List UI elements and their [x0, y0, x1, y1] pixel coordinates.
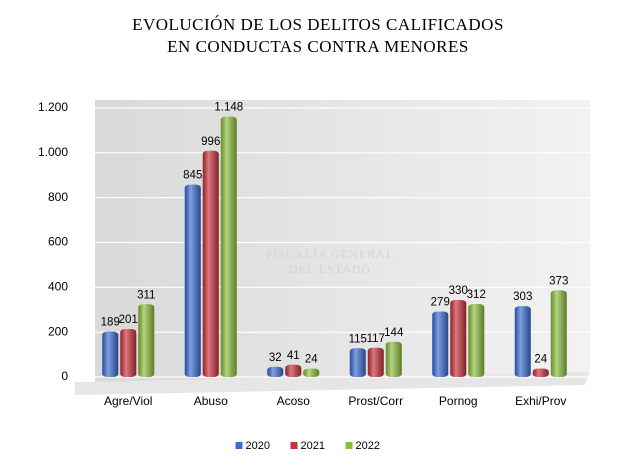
bar [468, 304, 485, 377]
bar [285, 364, 302, 377]
chart-title: EN CONDUCTAS CONTRA MENORES [167, 37, 469, 56]
value-label: 24 [305, 354, 318, 366]
plot-floor [75, 372, 590, 395]
bar [514, 306, 531, 377]
y-tick-label: 1.200 [38, 100, 68, 114]
value-label: 189 [101, 317, 120, 329]
watermark: DEL ESTADO [289, 262, 371, 276]
value-label: 279 [431, 296, 450, 308]
bar [367, 347, 384, 377]
value-label: 32 [269, 352, 282, 364]
value-label: 312 [467, 289, 486, 301]
x-tick-label: Abuso [194, 394, 228, 408]
bar [450, 300, 467, 377]
bar [267, 366, 284, 377]
chart-title: EVOLUCIÓN DE LOS DELITOS CALIFICADOS [132, 15, 504, 34]
bar [532, 368, 549, 377]
y-tick-label: 800 [48, 190, 68, 204]
x-tick-label: Prost/Corr [348, 394, 403, 408]
watermark: FISCALÍA GENERAL [266, 247, 394, 261]
value-label: 201 [119, 314, 138, 326]
legend-swatch [345, 442, 353, 449]
x-tick-label: Exhi/Prov [515, 394, 566, 408]
x-tick-label: Pornog [439, 394, 478, 408]
legend-swatch [235, 442, 243, 449]
bar [385, 341, 402, 377]
bar [138, 304, 155, 377]
value-label: 330 [449, 285, 468, 297]
bar [184, 184, 201, 377]
y-tick-label: 1.000 [38, 145, 68, 159]
y-tick-label: 600 [48, 235, 68, 249]
y-tick-label: 200 [48, 324, 68, 338]
legend-label: 2021 [301, 440, 325, 452]
value-label: 1.148 [214, 102, 243, 114]
legend-label: 2022 [356, 440, 380, 452]
value-label: 303 [513, 291, 532, 303]
bar [220, 116, 237, 377]
x-tick-label: Agre/Viol [104, 394, 152, 408]
y-tick-label: 0 [61, 369, 68, 383]
value-label: 845 [183, 170, 202, 182]
value-label: 41 [287, 350, 300, 362]
y-tick-label: 400 [48, 280, 68, 294]
value-label: 144 [384, 327, 404, 339]
bar [349, 348, 366, 377]
legend-label: 2020 [246, 440, 270, 452]
bar [202, 150, 219, 377]
value-label: 24 [534, 354, 547, 366]
bar [303, 368, 320, 377]
value-label: 373 [549, 275, 568, 287]
legend-swatch [290, 442, 298, 449]
value-label: 311 [137, 289, 155, 301]
x-tick-label: Acoso [277, 394, 311, 408]
value-label: 117 [367, 333, 385, 345]
bar [120, 328, 137, 377]
value-label: 996 [201, 136, 220, 148]
value-label: 115 [349, 333, 367, 345]
bar [432, 311, 449, 377]
bar [102, 331, 119, 377]
bar [550, 290, 567, 377]
